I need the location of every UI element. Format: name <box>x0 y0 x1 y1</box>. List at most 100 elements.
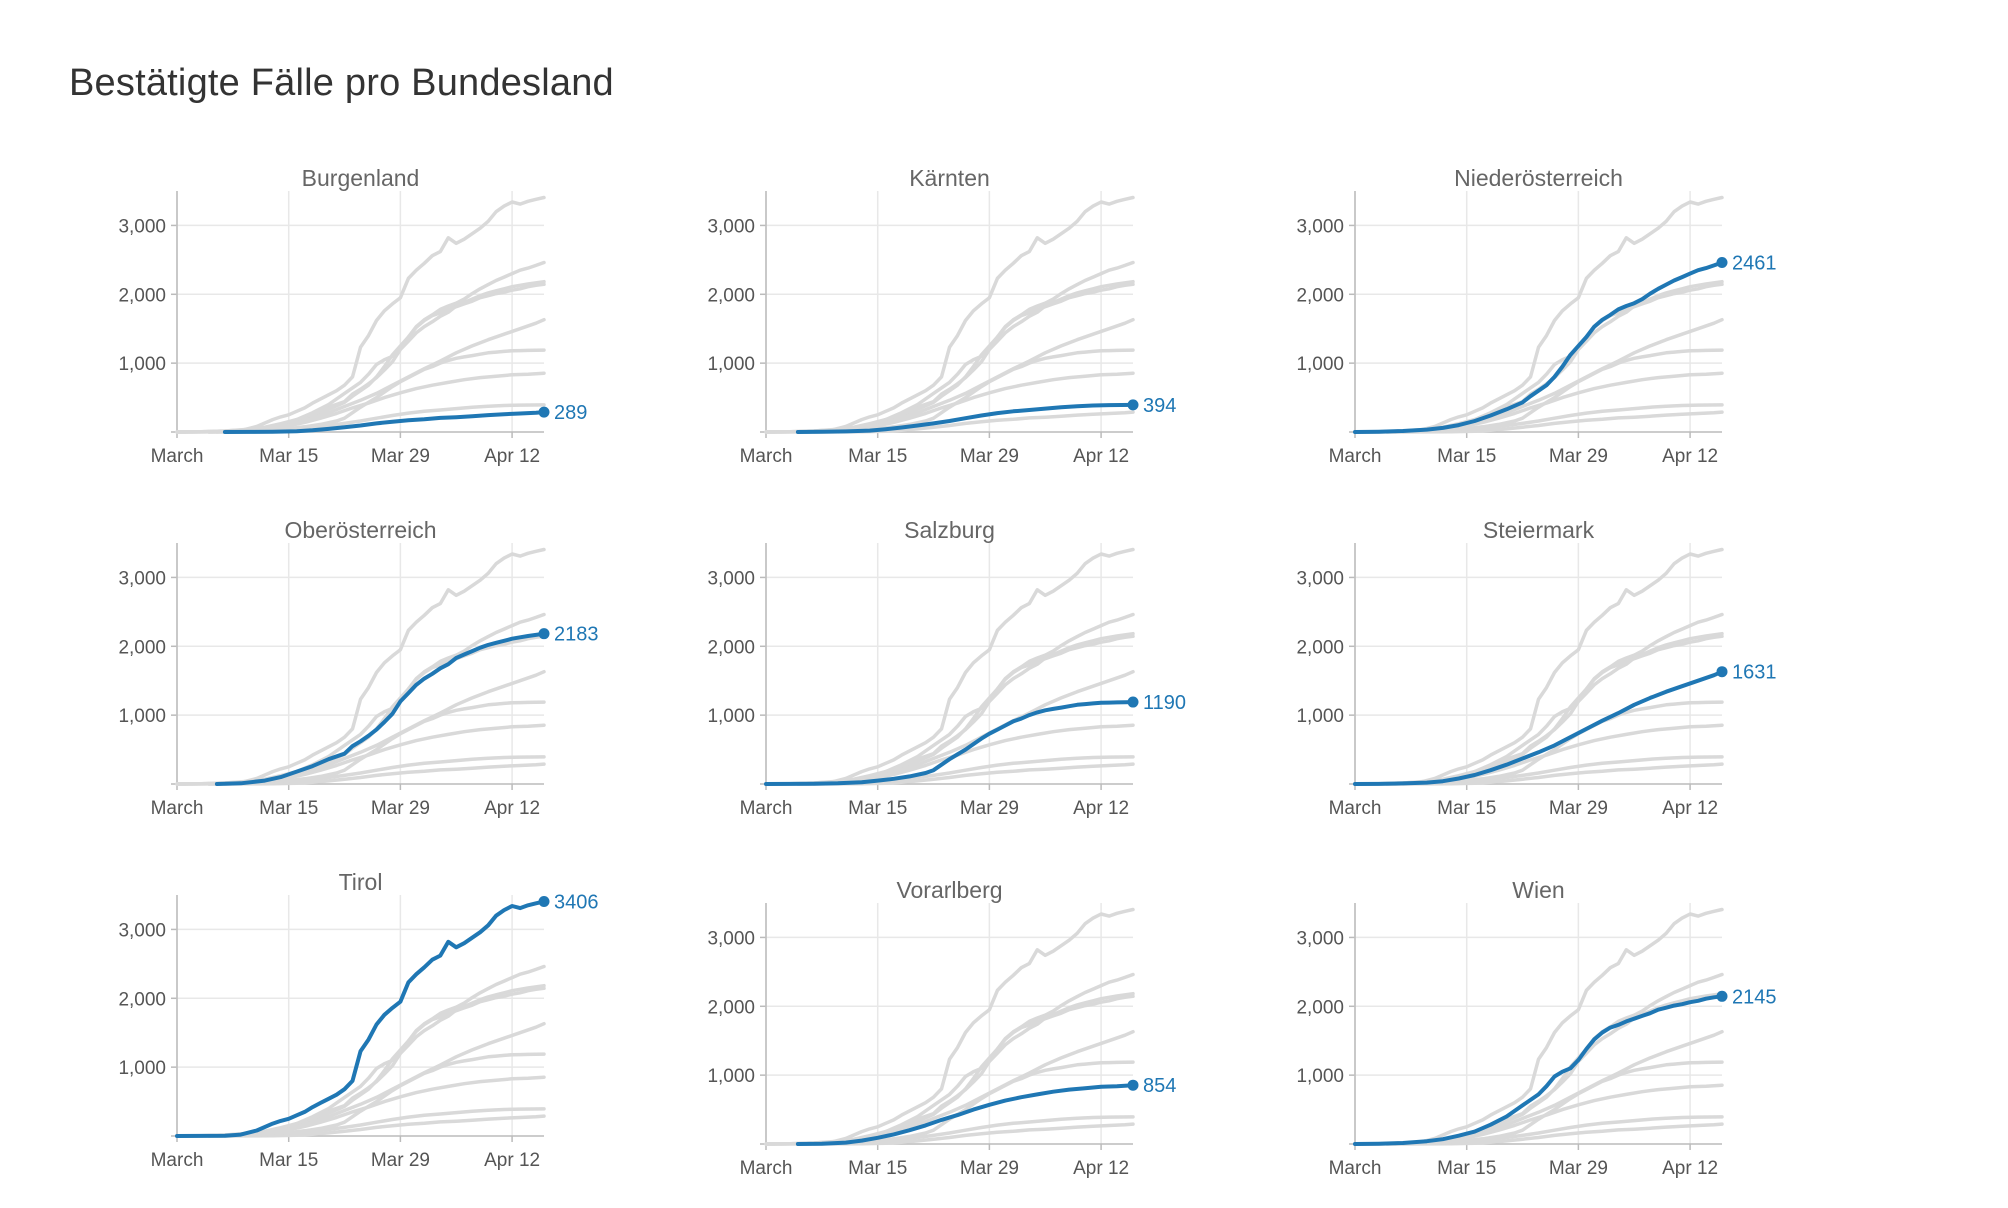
context-line-vorarlberg <box>207 1075 546 1138</box>
highlight-line-vorarlberg <box>795 1083 1135 1146</box>
end-value-label-salzburg: 1190 <box>1143 692 1186 714</box>
x-tick-label: Apr 12 <box>1662 446 1718 467</box>
y-tick-label: 2,000 <box>1296 285 1344 306</box>
x-tick-label: March <box>151 1150 204 1171</box>
y-tick-label: 3,000 <box>118 568 166 589</box>
x-tick-label: Apr 12 <box>1073 446 1129 467</box>
panel-title-vorarlberg: Vorarlberg <box>896 877 1002 903</box>
y-tick-label: 2,000 <box>707 285 755 306</box>
x-tick-label: Apr 12 <box>484 1150 540 1171</box>
context-line-vorarlberg <box>796 723 1135 786</box>
context-line-tirol <box>764 195 1135 434</box>
y-tick-label: 2,000 <box>118 637 166 658</box>
y-tick-label: 3,000 <box>707 568 755 589</box>
y-tick-label: 3,000 <box>1296 568 1344 589</box>
panel-wien: Wien 1,000 2,000 3,000 March Mar 15 Mar 29 Apr … <box>1285 858 1925 1208</box>
context-line-wien <box>175 634 546 786</box>
x-tick-label: Mar 29 <box>371 1150 430 1171</box>
x-tick-label: Mar 15 <box>848 1158 907 1179</box>
chart-salzburg: Salzburg 1,000 2,000 3,000 March Mar 15 Mar 29… <box>707 517 1186 819</box>
end-value-label-steiermark: 1631 <box>1732 662 1777 684</box>
context-line-oberoesterreich <box>1393 991 1724 1146</box>
x-tick-label: Apr 12 <box>484 446 540 467</box>
context-line-burgenland <box>812 1122 1135 1146</box>
y-tick-label: 1,000 <box>118 706 166 727</box>
panel-salzburg: Salzburg 1,000 2,000 3,000 March Mar 15 Mar 29… <box>696 498 1336 848</box>
x-tick-label: Mar 29 <box>1549 446 1608 467</box>
highlight-line-salzburg <box>764 700 1135 786</box>
context-line-oberoesterreich <box>215 983 546 1138</box>
highlight-line-wien <box>1353 994 1724 1146</box>
x-tick-label: March <box>1329 1158 1382 1179</box>
chart-wien: Wien 1,000 2,000 3,000 March Mar 15 Mar 29 Apr … <box>1296 877 1776 1179</box>
panel-burgenland: Burgenland 1,000 2,000 3,000 March Mar 15 Mar … <box>107 146 747 496</box>
context-line-oberoesterreich <box>215 279 546 434</box>
end-value-label-tirol: 3406 <box>554 891 599 913</box>
chart-niederoesterreich: Niederösterreich 1,000 2,000 3,000 March Mar … <box>1296 165 1777 467</box>
end-value-label-niederoesterreich: 2461 <box>1732 253 1777 275</box>
x-tick-label: Apr 12 <box>484 798 540 819</box>
panel-title-steiermark: Steiermark <box>1483 517 1595 543</box>
chart-oberoesterreich: Oberösterreich 1,000 2,000 3,000 March Mar 15… <box>118 517 599 819</box>
panel-kaernten: Kärnten 1,000 2,000 3,000 March Mar 15 Mar 29 A… <box>696 146 1336 496</box>
x-tick-label: March <box>740 446 793 467</box>
context-line-burgenland <box>223 1114 546 1138</box>
context-line-tirol <box>764 907 1135 1146</box>
x-tick-label: March <box>1329 446 1382 467</box>
end-point-salzburg <box>1127 696 1139 708</box>
x-tick-label: March <box>1329 798 1382 819</box>
context-line-wien <box>175 282 546 434</box>
context-line-burgenland <box>812 410 1135 434</box>
end-point-niederoesterreich <box>1716 257 1728 269</box>
y-tick-label: 1,000 <box>118 1058 166 1079</box>
end-value-label-oberoesterreich: 2183 <box>554 624 599 646</box>
context-line-vorarlberg <box>796 371 1135 434</box>
context-line-burgenland <box>1401 410 1724 434</box>
x-tick-label: Apr 12 <box>1662 798 1718 819</box>
y-tick-label: 1,000 <box>1296 354 1344 375</box>
context-line-wien <box>1353 634 1724 786</box>
x-tick-label: Mar 29 <box>960 1158 1019 1179</box>
chart-kaernten: Kärnten 1,000 2,000 3,000 March Mar 15 Mar 29 A… <box>707 165 1176 467</box>
context-line-tirol <box>1353 195 1724 434</box>
y-tick-label: 1,000 <box>1296 706 1344 727</box>
chart-tirol: Tirol 1,000 2,000 3,000 March Mar 15 Mar 29 Apr… <box>118 869 599 1171</box>
context-line-wien <box>764 994 1135 1146</box>
x-tick-label: Mar 15 <box>259 446 318 467</box>
x-tick-label: Apr 12 <box>1662 1158 1718 1179</box>
y-tick-label: 2,000 <box>707 637 755 658</box>
chart-burgenland: Burgenland 1,000 2,000 3,000 March Mar 15 Mar … <box>118 165 587 467</box>
context-line-wien <box>764 634 1135 786</box>
x-tick-label: March <box>151 446 204 467</box>
y-tick-label: 1,000 <box>707 1066 755 1087</box>
highlight-line-burgenland <box>222 410 546 434</box>
x-tick-label: March <box>151 798 204 819</box>
end-point-vorarlberg <box>1127 1079 1139 1091</box>
x-tick-label: Apr 12 <box>1073 798 1129 819</box>
x-tick-label: Mar 29 <box>1549 1158 1608 1179</box>
y-tick-label: 2,000 <box>1296 997 1344 1018</box>
end-point-kaernten <box>1127 399 1139 411</box>
y-tick-label: 3,000 <box>1296 216 1344 237</box>
x-tick-label: Apr 12 <box>1073 1158 1129 1179</box>
panel-title-niederoesterreich: Niederösterreich <box>1454 165 1623 191</box>
x-tick-label: March <box>740 798 793 819</box>
context-line-tirol <box>764 547 1135 786</box>
panel-tirol: Tirol 1,000 2,000 3,000 March Mar 15 Mar 29 Apr… <box>107 850 747 1200</box>
chart-vorarlberg: Vorarlberg 1,000 2,000 3,000 March Mar 15 Mar … <box>707 877 1176 1179</box>
panel-title-salzburg: Salzburg <box>904 517 995 543</box>
end-value-label-vorarlberg: 854 <box>1143 1075 1176 1097</box>
x-tick-label: March <box>740 1158 793 1179</box>
y-tick-label: 2,000 <box>118 989 166 1010</box>
panel-title-wien: Wien <box>1512 877 1564 903</box>
end-point-wien <box>1716 990 1728 1002</box>
x-tick-label: Mar 15 <box>848 446 907 467</box>
context-line-tirol <box>175 547 546 786</box>
x-tick-label: Mar 15 <box>1437 446 1496 467</box>
context-line-vorarlberg <box>207 371 546 434</box>
context-line-tirol <box>1353 547 1724 786</box>
y-tick-label: 3,000 <box>707 216 755 237</box>
y-tick-label: 1,000 <box>707 354 755 375</box>
y-tick-label: 2,000 <box>1296 637 1344 658</box>
